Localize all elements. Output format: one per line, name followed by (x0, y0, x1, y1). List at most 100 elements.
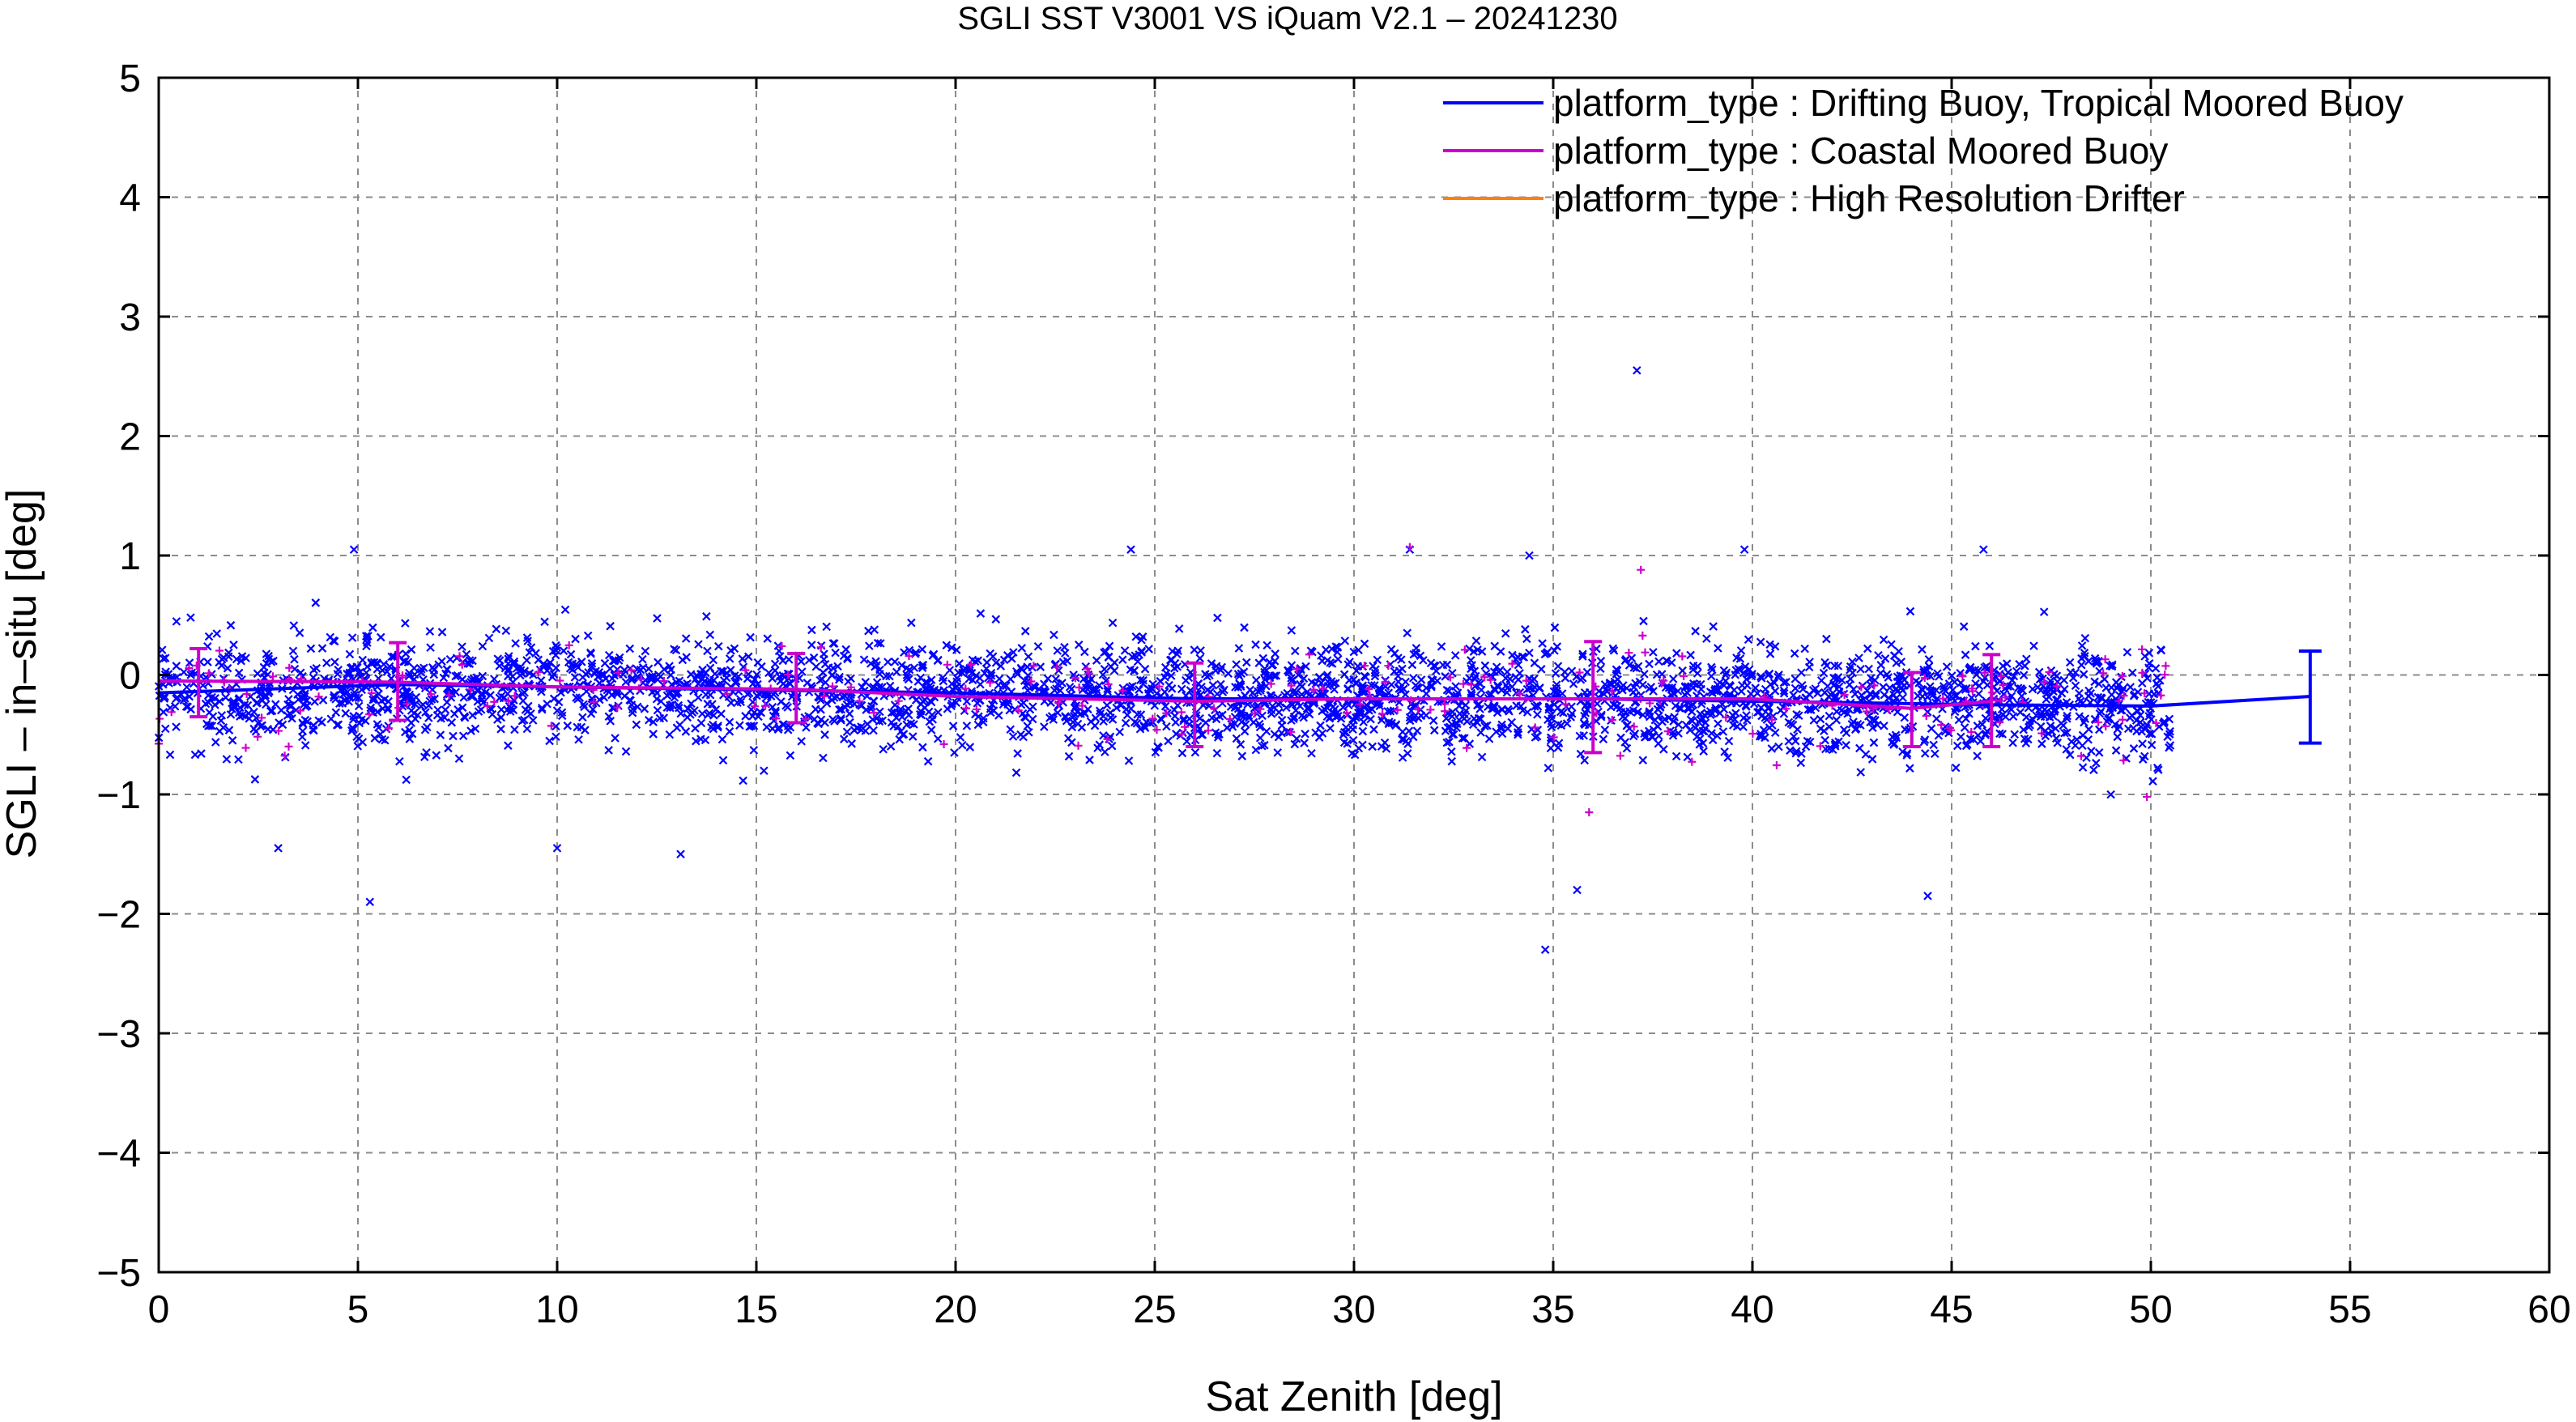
data-point-drifting (486, 691, 495, 700)
data-point-drifting (641, 646, 650, 656)
data-point-drifting (1898, 693, 1907, 702)
data-point-drifting (1721, 671, 1731, 679)
data-point-drifting (1271, 671, 1281, 680)
data-point-coastal (2143, 792, 2152, 801)
data-point-drifting (2039, 607, 2049, 616)
data-point-drifting (2028, 684, 2037, 694)
data-point-drifting (1724, 736, 1734, 746)
data-point-drifting (1553, 662, 1563, 671)
data-point-drifting (1649, 687, 1658, 696)
data-point-drifting (445, 654, 455, 664)
data-point-drifting (2008, 675, 2017, 685)
data-point-drifting (1576, 749, 1586, 759)
data-point-drifting (1880, 722, 1888, 730)
data-point-drifting (1374, 688, 1384, 698)
data-point-drifting (1580, 720, 1590, 730)
y-tick-label: −3 (96, 1013, 141, 1056)
data-point-drifting (1107, 741, 1117, 751)
data-point-drifting (2053, 695, 2062, 705)
data-point-drifting (465, 659, 475, 668)
data-point-coastal (613, 703, 622, 712)
data-point-drifting (1640, 729, 1649, 739)
y-axis-label: SGLI – in–situ [deg] (0, 489, 45, 859)
data-point-drifting (915, 709, 925, 719)
data-point-drifting (920, 695, 930, 705)
data-point-drifting (2094, 679, 2104, 688)
data-point-drifting (563, 721, 573, 730)
data-point-drifting (1021, 681, 1031, 690)
data-point-drifting (322, 658, 331, 667)
data-point-drifting (1318, 656, 1326, 666)
data-point-drifting (1715, 678, 1724, 688)
data-point-drifting (346, 663, 356, 673)
data-point-drifting (1341, 728, 1351, 737)
data-point-drifting (901, 706, 910, 715)
data-point-drifting (1998, 730, 2007, 739)
data-point-drifting (1924, 654, 1934, 664)
data-point-drifting (1831, 738, 1840, 747)
data-point-drifting (926, 697, 936, 707)
data-point-drifting (345, 649, 355, 659)
data-point-drifting (2165, 743, 2174, 752)
data-point-drifting (1726, 682, 1735, 691)
data-point-drifting (522, 656, 531, 665)
y-tick-label: 3 (119, 296, 141, 339)
data-point-drifting (1195, 654, 1205, 663)
data-point-drifting (505, 707, 515, 716)
data-point-drifting (1662, 656, 1671, 666)
data-point-drifting (2108, 660, 2117, 670)
data-point-drifting (236, 656, 245, 666)
data-point-coastal (284, 742, 293, 751)
data-point-drifting (1965, 663, 1974, 673)
data-point-drifting (1429, 716, 1438, 726)
data-point-drifting (1340, 636, 1350, 645)
data-point-drifting (288, 646, 298, 656)
data-point-coastal (1305, 650, 1314, 659)
data-point-drifting (1131, 632, 1141, 641)
axes (157, 76, 2551, 1274)
data-point-drifting (1101, 647, 1110, 656)
data-point-drifting (289, 621, 299, 630)
data-point-drifting (820, 654, 828, 664)
data-point-drifting (496, 692, 506, 700)
data-point-drifting (1691, 627, 1700, 636)
data-point-drifting (1317, 679, 1326, 688)
data-point-drifting (1965, 709, 1974, 718)
data-point-drifting (1218, 710, 1227, 720)
data-point-drifting (815, 675, 825, 685)
data-point-drifting (421, 708, 430, 717)
data-point-drifting (705, 630, 715, 640)
data-point-drifting (1172, 730, 1181, 739)
data-point-drifting (1299, 674, 1309, 683)
data-point-drifting (2019, 725, 2028, 734)
data-point-drifting (1013, 749, 1022, 758)
data-point-drifting (219, 723, 228, 732)
data-point-drifting (918, 663, 927, 672)
data-point-drifting (2105, 713, 2114, 722)
data-point-drifting (510, 725, 519, 734)
data-point-drifting (802, 723, 811, 732)
data-point-drifting (954, 668, 963, 677)
data-point-drifting (1098, 670, 1108, 679)
data-point-drifting (2137, 679, 2147, 688)
data-point-drifting (1514, 660, 1523, 670)
data-point-drifting (1685, 726, 1695, 734)
data-point-drifting (477, 688, 487, 698)
data-point-drifting (703, 646, 712, 656)
data-point-drifting (586, 649, 595, 658)
data-point-drifting (1136, 710, 1146, 719)
data-points (154, 366, 2175, 955)
data-point-drifting (1024, 652, 1033, 661)
data-point-drifting (962, 696, 972, 706)
data-point-drifting (1882, 670, 1892, 679)
data-point-drifting (2034, 667, 2044, 677)
data-point-drifting (159, 654, 168, 663)
data-point-drifting (347, 633, 357, 642)
data-point-drifting (1573, 885, 1582, 895)
data-point-drifting (1654, 739, 1663, 748)
data-point-drifting (358, 655, 368, 665)
data-point-drifting (692, 736, 700, 746)
data-point-coastal (258, 713, 266, 722)
data-point-drifting (583, 631, 593, 641)
error-bar-coastal (189, 647, 208, 719)
